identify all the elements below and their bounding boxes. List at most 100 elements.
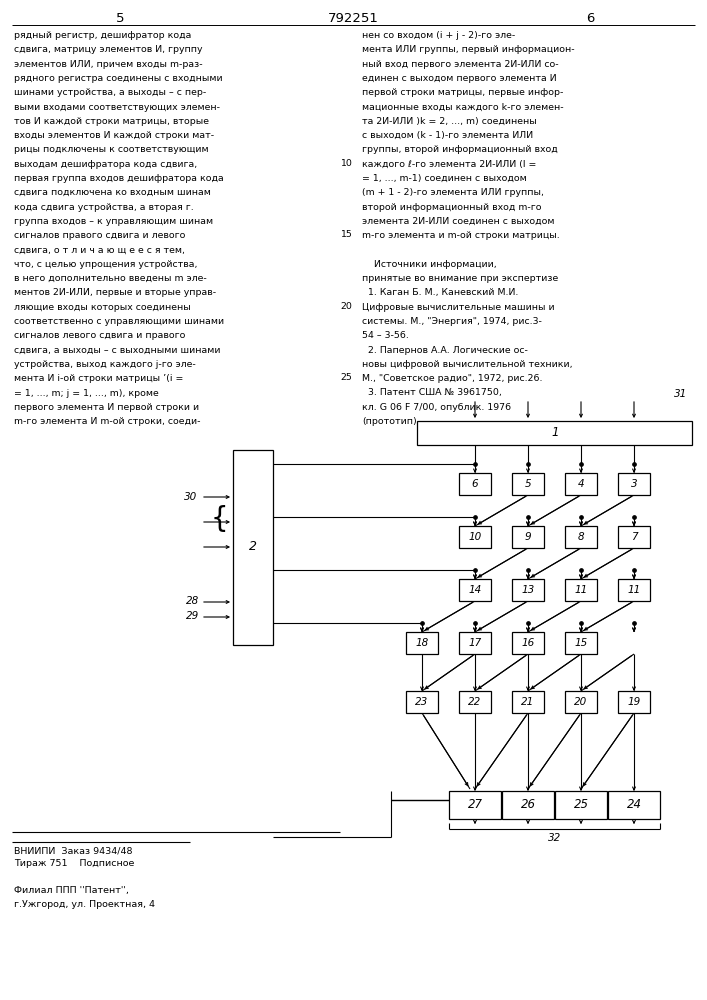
- Text: сдвига, а выходы – с выходными шинами: сдвига, а выходы – с выходными шинами: [14, 346, 221, 355]
- Text: мационные входы каждого k-го элемен-: мационные входы каждого k-го элемен-: [362, 103, 563, 111]
- Text: кода сдвига устройства, а вторая г.: кода сдвига устройства, а вторая г.: [14, 203, 194, 212]
- Text: 792251: 792251: [327, 12, 378, 25]
- Text: 27: 27: [467, 798, 482, 812]
- Text: соответственно с управляющими шинами: соответственно с управляющими шинами: [14, 317, 224, 326]
- Text: 2: 2: [249, 540, 257, 554]
- Text: 29: 29: [186, 611, 199, 621]
- Bar: [459, 691, 491, 713]
- Text: 9: 9: [525, 532, 532, 542]
- Text: 6: 6: [472, 479, 479, 489]
- Bar: [565, 473, 597, 495]
- Text: 26: 26: [520, 798, 535, 812]
- Text: первая группа входов дешифратора кода: первая группа входов дешифратора кода: [14, 174, 223, 183]
- Bar: [565, 691, 597, 713]
- Text: 17: 17: [468, 638, 481, 648]
- Text: 7: 7: [631, 532, 637, 542]
- Text: выми входами соответствующих элемен-: выми входами соответствующих элемен-: [14, 103, 220, 111]
- Bar: [449, 791, 501, 819]
- Text: 28: 28: [186, 596, 199, 606]
- Text: сдвига, матрицу элементов И, группу: сдвига, матрицу элементов И, группу: [14, 45, 202, 54]
- Text: каждого ℓ-го элемента 2И-ИЛИ (l =: каждого ℓ-го элемента 2И-ИЛИ (l =: [362, 160, 537, 169]
- Bar: [565, 579, 597, 601]
- Text: мента ИЛИ группы, первый информацион-: мента ИЛИ группы, первый информацион-: [362, 45, 575, 54]
- Text: 16: 16: [521, 638, 534, 648]
- Text: 20: 20: [340, 302, 352, 311]
- Text: 1. Каган Б. М., Каневский М.И.: 1. Каган Б. М., Каневский М.И.: [362, 288, 518, 297]
- Text: = 1, ..., m; j = 1, ..., m), кроме: = 1, ..., m; j = 1, ..., m), кроме: [14, 388, 159, 397]
- Bar: [512, 691, 544, 713]
- Text: 10: 10: [468, 532, 481, 542]
- Text: Цифровые вычислительные машины и: Цифровые вычислительные машины и: [362, 303, 554, 312]
- Text: = 1, ..., m-1) соединен с выходом: = 1, ..., m-1) соединен с выходом: [362, 174, 527, 183]
- Text: элементов ИЛИ, причем входы m-раз-: элементов ИЛИ, причем входы m-раз-: [14, 60, 203, 69]
- Bar: [459, 579, 491, 601]
- Text: 11: 11: [574, 585, 588, 595]
- Text: ВНИИПИ  Заказ 9434/48: ВНИИПИ Заказ 9434/48: [14, 846, 132, 855]
- Bar: [406, 691, 438, 713]
- Text: первой строки матрицы, первые инфор-: первой строки матрицы, первые инфор-: [362, 88, 563, 97]
- Text: мента И i-ой строки матрицы ’(i =: мента И i-ой строки матрицы ’(i =: [14, 374, 183, 383]
- Text: 24: 24: [626, 798, 641, 812]
- Text: сдвига, о т л и ч а ю щ е е с я тем,: сдвига, о т л и ч а ю щ е е с я тем,: [14, 245, 185, 254]
- Text: ментов 2И-ИЛИ, первые и вторые управ-: ментов 2И-ИЛИ, первые и вторые управ-: [14, 288, 216, 297]
- Text: 3: 3: [631, 479, 637, 489]
- Text: в него дополнительно введены m эле-: в него дополнительно введены m эле-: [14, 274, 206, 283]
- Text: m-го элемента и m-ой строки матрицы.: m-го элемента и m-ой строки матрицы.: [362, 231, 560, 240]
- Text: г.Ужгород, ул. Проектная, 4: г.Ужгород, ул. Проектная, 4: [14, 900, 155, 909]
- Text: 14: 14: [468, 585, 481, 595]
- Text: 10: 10: [340, 159, 352, 168]
- Text: новы цифровой вычислительной техники,: новы цифровой вычислительной техники,: [362, 360, 573, 369]
- Bar: [555, 791, 607, 819]
- Text: 21: 21: [521, 697, 534, 707]
- Text: 15: 15: [574, 638, 588, 648]
- Text: 23: 23: [416, 697, 428, 707]
- Text: 2. Папернов А.А. Логические ос-: 2. Папернов А.А. Логические ос-: [362, 346, 528, 355]
- Text: 8: 8: [578, 532, 584, 542]
- Bar: [618, 526, 650, 548]
- Text: второй информационный вход m-го: второй информационный вход m-го: [362, 203, 542, 212]
- Text: ный вход первого элемента 2И-ИЛИ со-: ный вход первого элемента 2И-ИЛИ со-: [362, 60, 559, 69]
- Text: Тираж 751    Подписное: Тираж 751 Подписное: [14, 859, 134, 868]
- Text: сигналов левого сдвига и правого: сигналов левого сдвига и правого: [14, 331, 185, 340]
- Text: входы элементов И каждой строки мат-: входы элементов И каждой строки мат-: [14, 131, 214, 140]
- Text: 20: 20: [574, 697, 588, 707]
- Text: первого элемента И первой строки и: первого элемента И первой строки и: [14, 403, 199, 412]
- Text: 30: 30: [184, 492, 197, 502]
- Text: шинами устройства, а выходы – с пер-: шинами устройства, а выходы – с пер-: [14, 88, 206, 97]
- Text: 6: 6: [586, 12, 594, 25]
- Text: 25: 25: [340, 373, 352, 382]
- Text: (m + 1 - 2)-го элемента ИЛИ группы,: (m + 1 - 2)-го элемента ИЛИ группы,: [362, 188, 544, 197]
- Text: 1: 1: [551, 426, 559, 440]
- Text: сдвига подключена ко входным шинам: сдвига подключена ко входным шинам: [14, 188, 211, 197]
- Bar: [512, 632, 544, 654]
- Text: устройства, выход каждого j-го эле-: устройства, выход каждого j-го эле-: [14, 360, 196, 369]
- Bar: [459, 526, 491, 548]
- Text: та 2И-ИЛИ )k = 2, ..., m) соединены: та 2И-ИЛИ )k = 2, ..., m) соединены: [362, 117, 537, 126]
- Text: рядного регистра соединены с входными: рядного регистра соединены с входными: [14, 74, 223, 83]
- Bar: [608, 791, 660, 819]
- Text: нен со входом (i + j - 2)-го эле-: нен со входом (i + j - 2)-го эле-: [362, 31, 515, 40]
- Text: 31: 31: [674, 389, 687, 399]
- Bar: [233, 450, 273, 645]
- Bar: [512, 473, 544, 495]
- Bar: [512, 526, 544, 548]
- Bar: [618, 473, 650, 495]
- Bar: [502, 791, 554, 819]
- Text: (прототип).: (прототип).: [362, 417, 420, 426]
- Text: ляющие входы которых соединены: ляющие входы которых соединены: [14, 303, 191, 312]
- Text: 25: 25: [573, 798, 588, 812]
- Text: группы, второй информационный вход: группы, второй информационный вход: [362, 145, 558, 154]
- Text: 19: 19: [627, 697, 641, 707]
- Text: 13: 13: [521, 585, 534, 595]
- Text: 18: 18: [416, 638, 428, 648]
- Text: сигналов правого сдвига и левого: сигналов правого сдвига и левого: [14, 231, 185, 240]
- Text: 5: 5: [116, 12, 124, 25]
- Text: принятые во внимание при экспертизе: принятые во внимание при экспертизе: [362, 274, 559, 283]
- Text: системы. М., "Энергия", 1974, рис.3-: системы. М., "Энергия", 1974, рис.3-: [362, 317, 542, 326]
- Bar: [618, 579, 650, 601]
- Text: 32: 32: [548, 833, 561, 843]
- Text: 22: 22: [468, 697, 481, 707]
- Text: 5: 5: [525, 479, 532, 489]
- Text: Источники информации,: Источники информации,: [362, 260, 496, 269]
- Text: тов И каждой строки матрицы, вторые: тов И каждой строки матрицы, вторые: [14, 117, 209, 126]
